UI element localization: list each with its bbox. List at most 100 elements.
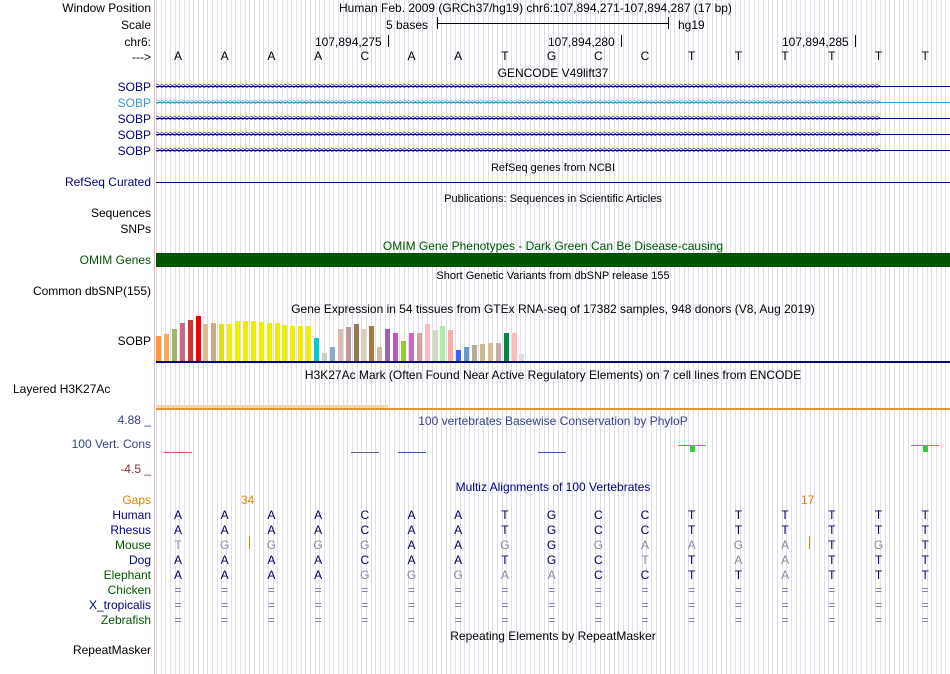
grid-line xyxy=(707,0,708,674)
alignment-base: = xyxy=(501,598,509,612)
gtex-tissue-bar[interactable] xyxy=(219,324,225,361)
gtex-tissue-bar[interactable] xyxy=(416,333,422,361)
grid-line xyxy=(642,0,643,674)
gtex-tissue-bar[interactable] xyxy=(432,330,438,361)
transcript-line[interactable] xyxy=(156,86,950,87)
cons-min-label: -4.5 _ xyxy=(120,462,151,476)
transcript-line[interactable] xyxy=(156,118,950,119)
gtex-tissue-bar[interactable] xyxy=(408,333,414,361)
sequences-label[interactable]: Sequences xyxy=(90,206,151,220)
gtex-tissue-bar[interactable] xyxy=(242,321,248,361)
gtex-tissue-bar[interactable] xyxy=(424,324,430,361)
gtex-tissue-bar[interactable] xyxy=(298,326,304,361)
gtex-tissue-bar[interactable] xyxy=(314,338,319,361)
gtex-tissue-bar[interactable] xyxy=(440,326,446,361)
omim-genes-label[interactable]: OMIM Genes xyxy=(79,253,151,267)
gtex-tissue-bar[interactable] xyxy=(329,347,335,361)
gtex-tissue-bar[interactable] xyxy=(448,330,454,361)
gtex-tissue-bar[interactable] xyxy=(187,320,193,361)
h3k27ac-label[interactable]: Layered H3K27Ac xyxy=(13,382,111,396)
species-label[interactable]: Dog xyxy=(128,553,151,567)
alignment-base: = xyxy=(828,598,836,612)
track-display[interactable]: Human Feb. 2009 (GRCh37/hg19) chr6:107,8… xyxy=(156,0,950,674)
gtex-bar-chart[interactable] xyxy=(156,315,536,361)
species-label[interactable]: Human xyxy=(112,508,151,522)
repeatmasker-label[interactable]: RepeatMasker xyxy=(72,643,151,657)
gencode-gene-label[interactable]: SOBP xyxy=(117,112,151,126)
species-label[interactable]: Mouse xyxy=(114,538,151,552)
transcript-line[interactable] xyxy=(156,102,950,103)
gtex-tissue-bar[interactable] xyxy=(369,326,375,361)
omim-gene-bar[interactable] xyxy=(156,253,950,267)
gtex-tissue-bar[interactable] xyxy=(250,321,256,361)
cons-label[interactable]: 100 Vert. Cons xyxy=(71,437,151,451)
gtex-tissue-bar[interactable] xyxy=(258,322,264,361)
alignment-base: = xyxy=(594,613,602,627)
gtex-tissue-bar[interactable] xyxy=(353,324,359,361)
gtex-tissue-bar[interactable] xyxy=(385,329,391,361)
gtex-tissue-bar[interactable] xyxy=(495,343,501,361)
species-label[interactable]: X_tropicalis xyxy=(88,598,151,612)
grid-line xyxy=(749,0,750,674)
gtex-tissue-bar[interactable] xyxy=(290,326,296,361)
gtex-tissue-bar[interactable] xyxy=(203,324,209,361)
gtex-tissue-bar[interactable] xyxy=(503,333,509,361)
transcript-line[interactable] xyxy=(156,150,950,151)
grid-line xyxy=(866,0,867,674)
gencode-gene-label[interactable]: SOBP xyxy=(117,80,151,94)
gtex-tissue-bar[interactable] xyxy=(472,345,477,361)
gtex-tissue-bar[interactable] xyxy=(464,347,470,361)
base-letter: C xyxy=(360,49,370,63)
gtex-tissue-bar[interactable] xyxy=(479,344,485,361)
gtex-tissue-bar[interactable] xyxy=(235,321,240,361)
alignment-base: A xyxy=(781,553,790,567)
gtex-tissue-bar[interactable] xyxy=(456,350,462,361)
gtex-tissue-bar[interactable] xyxy=(274,323,280,361)
gtex-tissue-bar[interactable] xyxy=(163,334,169,361)
gtex-tissue-bar[interactable] xyxy=(227,324,233,361)
alignment-base: G xyxy=(313,538,323,552)
gtex-tissue-bar[interactable] xyxy=(179,323,185,361)
gtex-tissue-bar[interactable] xyxy=(306,326,312,361)
alignment-base: A xyxy=(173,553,183,567)
species-label[interactable]: Zebrafish xyxy=(100,613,151,627)
gtex-tissue-bar[interactable] xyxy=(321,353,327,361)
gtex-tissue-bar[interactable] xyxy=(400,341,406,361)
gtex-tissue-bar[interactable] xyxy=(511,333,517,361)
gtex-tissue-bar[interactable] xyxy=(377,347,383,361)
species-label[interactable]: Chicken xyxy=(107,583,151,597)
gtex-tissue-bar[interactable] xyxy=(171,329,177,361)
position-title: Human Feb. 2009 (GRCh37/hg19) chr6:107,8… xyxy=(339,1,732,15)
gtex-tissue-bar[interactable] xyxy=(211,323,217,361)
alignment-base: A xyxy=(314,553,323,567)
gtex-tissue-bar[interactable] xyxy=(519,354,525,361)
alignment-base: A xyxy=(640,538,650,552)
gtex-tissue-bar[interactable] xyxy=(156,336,161,361)
species-label[interactable]: Rhesus xyxy=(110,523,151,537)
alignment-base: A xyxy=(500,568,509,582)
dbsnp-label[interactable]: Common dbSNP(155) xyxy=(32,284,151,298)
snps-label[interactable]: SNPs xyxy=(120,222,151,236)
transcript-line[interactable] xyxy=(156,134,950,135)
grid-line xyxy=(880,0,881,674)
gtex-tissue-bar[interactable] xyxy=(487,343,493,361)
gencode-gene-label[interactable]: SOBP xyxy=(117,128,151,142)
gtex-tissue-bar[interactable] xyxy=(393,333,398,361)
gtex-tissue-bar[interactable] xyxy=(337,329,343,361)
grid-line xyxy=(464,0,465,674)
refseq-gene-line[interactable] xyxy=(156,182,950,183)
ruler-tick-label: 107,894,280 xyxy=(548,35,615,49)
gtex-tissue-bar[interactable] xyxy=(282,325,288,361)
gtex-tissue-bar[interactable] xyxy=(195,316,201,361)
gtex-gene-label[interactable]: SOBP xyxy=(117,334,151,348)
alignment-base: A xyxy=(267,568,276,582)
gtex-tissue-bar[interactable] xyxy=(266,323,272,361)
gtex-tissue-bar[interactable] xyxy=(361,329,367,361)
alignment-base: G xyxy=(406,568,417,582)
gencode-gene-label[interactable]: SOBP xyxy=(117,144,151,158)
gencode-gene-label[interactable]: SOBP xyxy=(117,96,151,110)
grid-line xyxy=(651,0,652,674)
species-label[interactable]: Elephant xyxy=(103,568,151,582)
gtex-tissue-bar[interactable] xyxy=(345,327,351,361)
refseq-curated-label[interactable]: RefSeq Curated xyxy=(64,175,151,189)
